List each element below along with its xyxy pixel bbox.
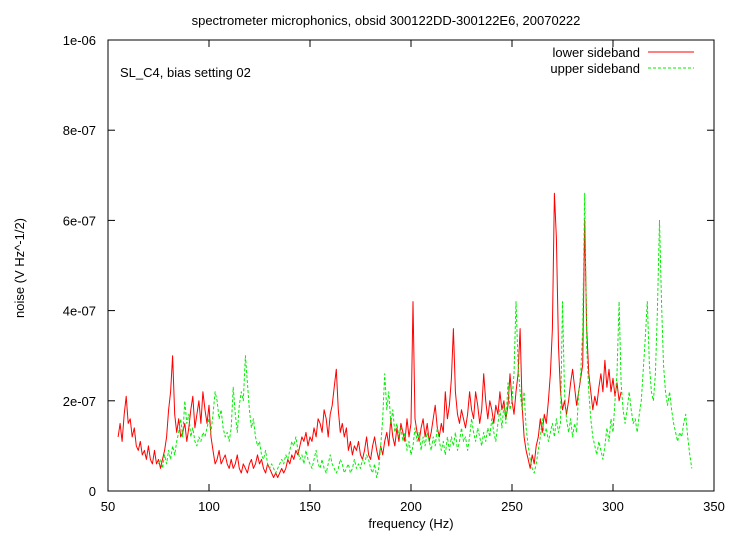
chart-title: spectrometer microphonics, obsid 300122D…: [192, 13, 581, 28]
y-tick-label: 4e-07: [63, 304, 96, 319]
chart-annotation: SL_C4, bias setting 02: [120, 65, 251, 80]
legend-label-upper-sideband: upper sideband: [550, 61, 640, 76]
x-tick-label: 300: [602, 499, 624, 514]
y-tick-label: 2e-07: [63, 394, 96, 409]
x-tick-label: 100: [198, 499, 220, 514]
x-tick-label: 200: [400, 499, 422, 514]
x-tick-label: 50: [101, 499, 115, 514]
legend: lower sideband upper sideband: [550, 45, 694, 76]
x-tick-label: 350: [703, 499, 725, 514]
series-line-upper-sideband: [158, 192, 693, 478]
y-axis-ticks: 0 2e-07 4e-07 6e-07 8e-07 1e-06: [63, 33, 714, 499]
series-layer: [117, 192, 693, 478]
y-tick-label: 1e-06: [63, 33, 96, 48]
plot-area: 50 100 150 200 250 300 350 0 2e-07 4e-07 6e-07 8e-…: [63, 33, 725, 514]
series-line-lower-sideband: [117, 192, 622, 478]
x-tick-label: 150: [299, 499, 321, 514]
y-tick-label: 0: [89, 484, 96, 499]
legend-label-lower-sideband: lower sideband: [553, 45, 640, 60]
x-axis-ticks: 50 100 150 200 250 300 350: [101, 40, 725, 514]
y-tick-label: 8e-07: [63, 123, 96, 138]
y-tick-label: 6e-07: [63, 213, 96, 228]
x-axis-label: frequency (Hz): [368, 516, 453, 531]
x-tick-label: 250: [501, 499, 523, 514]
y-axis-label: noise (V Hz^-1/2): [12, 218, 27, 318]
